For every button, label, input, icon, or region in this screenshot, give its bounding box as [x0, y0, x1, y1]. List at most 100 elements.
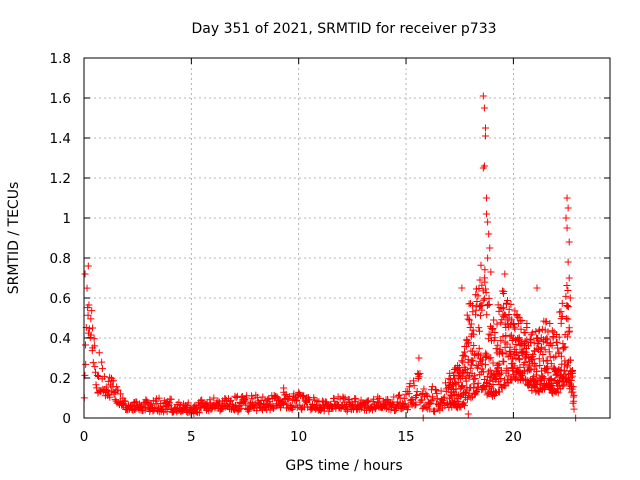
data-point: [83, 284, 91, 292]
data-point: [428, 383, 436, 391]
data-point: [497, 337, 505, 345]
data-point: [563, 282, 571, 290]
y-tick-label: 0.4: [50, 331, 71, 347]
data-point: [120, 397, 128, 405]
x-tick-label: 15: [397, 429, 414, 445]
data-point: [352, 395, 360, 403]
data-point: [413, 392, 421, 400]
data-point: [557, 352, 565, 360]
data-point: [503, 340, 511, 348]
data-point: [114, 386, 122, 394]
data-point: [284, 394, 292, 402]
data-point: [365, 397, 373, 405]
data-point: [296, 401, 304, 409]
data-point: [521, 359, 529, 367]
data-point: [491, 328, 499, 336]
data-point: [516, 356, 524, 364]
data-point: [515, 355, 523, 363]
y-tick-label: 1: [62, 211, 71, 227]
data-point: [511, 325, 519, 333]
data-point: [535, 327, 543, 335]
data-point: [507, 300, 515, 308]
data-point: [428, 393, 436, 401]
data-point: [116, 390, 124, 398]
data-point: [479, 92, 487, 100]
data-point: [215, 398, 223, 406]
data-point: [511, 307, 519, 315]
data-point: [529, 350, 537, 358]
data-point: [565, 327, 573, 335]
data-point: [95, 372, 103, 380]
data-point: [546, 353, 554, 361]
y-tick-label: 1.6: [50, 91, 71, 107]
data-point: [484, 254, 492, 262]
y-tick-label: 0.2: [50, 371, 71, 387]
data-point: [515, 313, 523, 321]
data-point: [523, 320, 531, 328]
data-point: [508, 316, 516, 324]
data-point: [433, 390, 441, 398]
data-point: [481, 361, 489, 369]
data-point: [567, 376, 575, 384]
y-tick-label: 1.8: [50, 51, 71, 67]
data-point: [469, 326, 477, 334]
data-point: [91, 363, 99, 371]
y-tick-label: 0: [62, 411, 71, 427]
data-point: [481, 266, 489, 274]
data-point: [283, 400, 291, 408]
data-point: [90, 335, 98, 343]
data-point: [405, 383, 413, 391]
chart-title: Day 351 of 2021, SRMTID for receiver p73…: [191, 21, 496, 37]
data-point: [564, 303, 572, 311]
data-point: [469, 375, 477, 383]
data-point: [273, 393, 281, 401]
data-point: [470, 341, 478, 349]
data-point: [464, 358, 472, 366]
data-point: [500, 358, 508, 366]
x-tick-label: 5: [187, 429, 196, 445]
data-point: [413, 388, 421, 396]
data-point: [106, 373, 114, 381]
data-point: [104, 377, 112, 385]
data-point: [404, 403, 412, 411]
data-point: [458, 382, 466, 390]
data-point: [210, 394, 218, 402]
data-point: [348, 398, 356, 406]
data-point: [184, 399, 192, 407]
data-point: [570, 397, 578, 405]
data-point: [521, 337, 529, 345]
data-point: [481, 124, 489, 132]
data-point: [486, 366, 494, 374]
data-point: [545, 348, 553, 356]
data-point: [483, 210, 491, 218]
data-point: [461, 352, 469, 360]
data-point: [429, 396, 437, 404]
data-point: [415, 354, 423, 362]
data-point: [554, 344, 562, 352]
data-point: [523, 350, 531, 358]
data-point: [472, 306, 480, 314]
data-point: [554, 389, 562, 397]
data-point: [98, 365, 106, 373]
data-point: [85, 325, 93, 333]
data-point: [106, 393, 114, 401]
data-point: [481, 386, 489, 394]
data-point: [87, 315, 95, 323]
data-point: [440, 393, 448, 401]
data-point: [547, 360, 555, 368]
data-point: [497, 374, 505, 382]
data-point: [563, 224, 571, 232]
data-point: [84, 262, 92, 270]
data-point: [564, 204, 572, 212]
data-point: [485, 301, 493, 309]
data-point: [474, 292, 482, 300]
data-point: [471, 389, 479, 397]
data-point: [341, 394, 349, 402]
data-point: [505, 305, 513, 313]
data-point: [480, 104, 488, 112]
data-point: [81, 270, 89, 278]
y-tick-label: 1.2: [50, 171, 71, 187]
data-point: [547, 376, 555, 384]
data-point: [559, 345, 567, 353]
